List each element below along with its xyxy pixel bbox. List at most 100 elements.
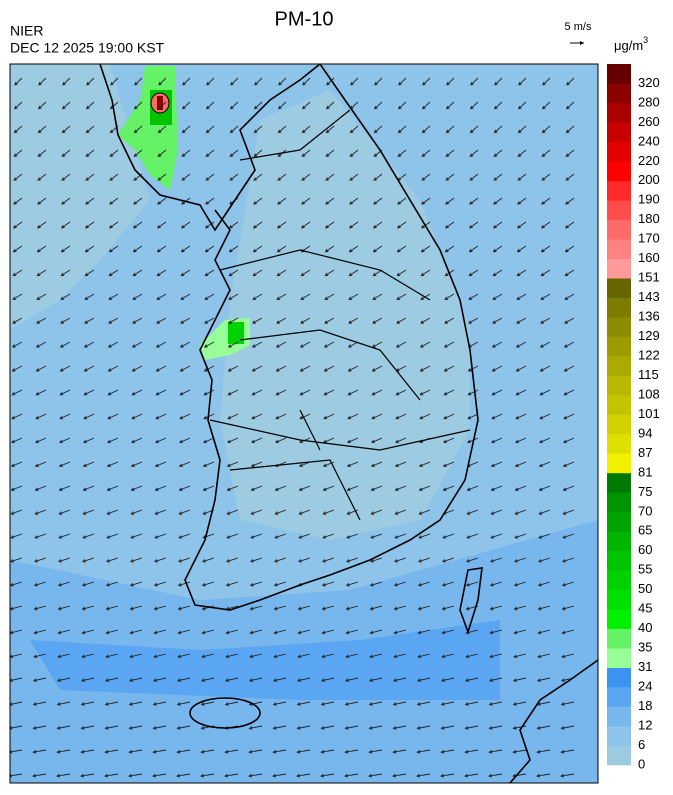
wind-arrow (82, 485, 95, 491)
wind-arrow (10, 533, 23, 539)
colorbar-label: 200 (638, 172, 660, 187)
colorbar-label: 143 (638, 289, 660, 304)
wind-arrow (538, 509, 551, 515)
wind-arrow (298, 533, 311, 539)
wind-arrow (347, 389, 359, 396)
wind-arrow (537, 581, 551, 587)
wind-arrow (324, 293, 335, 300)
wind-arrow (250, 533, 263, 539)
wind-arrow (325, 197, 335, 205)
wind-arrow (132, 269, 143, 277)
wind-arrow (349, 197, 359, 205)
wind-arrow (492, 269, 503, 277)
colorbar-label: 320 (638, 75, 660, 90)
wind-arrow (158, 77, 167, 86)
wind-arrow (346, 509, 359, 515)
wind-arrow (228, 293, 239, 300)
wind-arrow (37, 125, 47, 134)
wind-arrow (253, 197, 263, 205)
wind-arrow (10, 701, 23, 706)
wind-arrow (32, 749, 47, 754)
wind-arrow (300, 221, 311, 229)
wind-arrow (131, 437, 143, 444)
wind-arrow (177, 653, 191, 659)
wind-arrow (105, 629, 119, 635)
wind-arrow (297, 653, 311, 659)
wind-arrow (490, 485, 503, 491)
wind-arrow (320, 749, 335, 754)
wind-arrow (81, 605, 95, 611)
wind-arrow (60, 245, 71, 253)
wind-arrow (274, 485, 287, 491)
wind-arrow (394, 557, 407, 563)
wind-arrow (104, 725, 119, 730)
wind-arrow (156, 317, 167, 324)
wind-arrow (180, 293, 191, 300)
wind-arrow (226, 461, 239, 468)
wind-arrow (61, 197, 71, 205)
wind-arrow (228, 317, 239, 324)
wind-arrow (200, 749, 215, 754)
wind-arrow (418, 461, 431, 468)
wind-arrow (539, 389, 551, 396)
wind-arrow (492, 293, 503, 300)
wind-arrow (565, 125, 575, 134)
wind-arrow (370, 485, 383, 491)
jeju (189, 697, 261, 729)
wind-arrow (322, 509, 335, 515)
wind-arrow (368, 725, 383, 730)
wind-arrow (10, 773, 23, 778)
wind-arrow (419, 413, 431, 420)
wind-arrow (179, 341, 191, 348)
wind-arrow (38, 77, 47, 86)
boundaries (209, 109, 471, 521)
wind-arrow (514, 509, 527, 515)
wind-arrow (537, 677, 551, 683)
wind-arrow (227, 413, 239, 420)
red-core (157, 96, 163, 110)
wind-arrow (273, 605, 287, 611)
wind-arrow (445, 197, 455, 205)
colorbar-segment (607, 83, 631, 104)
colorbar-label: 81 (638, 464, 652, 479)
wind-arrow (134, 101, 143, 110)
wind-arrow (82, 557, 95, 563)
wind-arrow (11, 437, 23, 444)
wind-arrow (396, 245, 407, 253)
wind-arrow (58, 533, 71, 539)
wind-arrow (393, 653, 407, 659)
wind-arrow (156, 269, 167, 277)
wind-arrow (393, 629, 407, 635)
wind-arrow (227, 341, 239, 348)
colorbar-segment (607, 492, 631, 513)
wind-arrow (560, 749, 575, 754)
wind-arrow (440, 725, 455, 730)
colorbar-segment (607, 395, 631, 415)
wind-arrow (10, 509, 23, 515)
wind-arrow (58, 485, 71, 491)
wind-arrow (130, 485, 143, 491)
wind-arrow (371, 365, 383, 372)
wind-arrow (421, 149, 431, 158)
wind-arrow (443, 365, 455, 372)
wind-arrow (395, 413, 407, 420)
wind-arrow (537, 653, 551, 659)
wind-arrow (34, 461, 47, 468)
wind-arrow (154, 485, 167, 491)
colorbar-segment (607, 745, 631, 766)
wind-arrow (515, 341, 527, 348)
wind-arrow (11, 365, 23, 372)
wind-arrow (275, 413, 287, 420)
wind-arrow (59, 437, 71, 444)
wind-arrow (515, 365, 527, 372)
wind-arrow (33, 677, 47, 683)
wind-arrow (277, 197, 287, 205)
wind-arrow (253, 173, 263, 181)
wind-arrow (441, 629, 455, 635)
colorbar-label: 108 (638, 386, 660, 401)
wind-arrow (563, 437, 575, 444)
wind-arrow (204, 293, 215, 300)
wind-arrow (251, 365, 263, 372)
wind-arrow (57, 677, 71, 683)
wind-arrow (130, 533, 143, 539)
